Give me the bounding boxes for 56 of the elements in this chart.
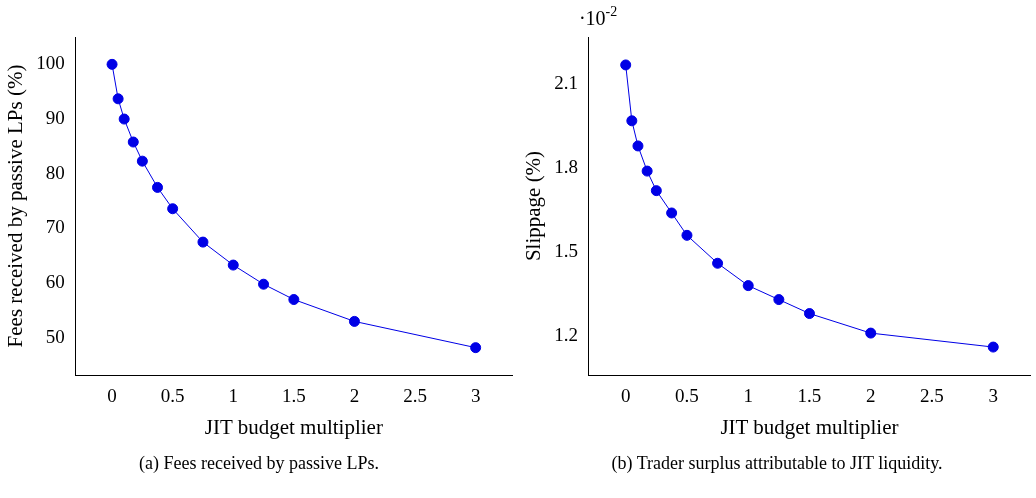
point: [258, 278, 270, 290]
point: [666, 207, 678, 219]
x-tick-label: 1.5: [281, 385, 306, 407]
y-tick-label: 1.5: [554, 240, 578, 262]
y-tick-label: 90: [45, 107, 65, 129]
x-tick-label: 0.5: [160, 385, 185, 407]
x-axis-title: JIT budget multiplier: [720, 414, 899, 439]
x-tick-label: 1: [228, 385, 238, 407]
x-tick-label: 2: [865, 385, 876, 407]
point: [227, 259, 239, 271]
y-tick-label: 70: [45, 216, 65, 238]
x-tick-label: 0: [107, 385, 117, 407]
point: [127, 136, 139, 148]
text: (a) Fees received by passive LPs.: [138, 453, 380, 474]
y-tick-label: 2.1: [554, 72, 578, 94]
point: [712, 257, 724, 269]
point: [152, 181, 164, 193]
point: [742, 280, 754, 292]
x-tick-label: 1: [743, 385, 753, 407]
point: [641, 165, 653, 177]
y-tick-label: 80: [45, 161, 65, 183]
point: [865, 327, 877, 339]
y-tick-label: 1.2: [554, 323, 578, 345]
point: [681, 229, 693, 241]
point: [632, 140, 644, 152]
point: [773, 294, 785, 306]
point: [106, 58, 118, 70]
text: (b) Trader surplus attributable to JIT liquidity.: [610, 453, 944, 474]
point: [650, 185, 662, 197]
y-axis-title: Fees received by passive LPs (%): [3, 64, 28, 348]
point: [470, 342, 482, 354]
x-tick-label: 0.5: [675, 385, 699, 407]
point: [167, 203, 179, 215]
point: [620, 59, 632, 71]
point: [112, 93, 124, 105]
y-axis-title: Slippage (%): [521, 150, 546, 262]
x-tick-label: 2.5: [403, 385, 427, 407]
x-tick-label: 0: [620, 385, 631, 407]
x-tick-label: 3: [988, 385, 998, 407]
point: [626, 115, 638, 127]
x-tick-label: 2: [349, 385, 360, 407]
point: [987, 341, 999, 353]
point: [197, 236, 209, 248]
x-tick-label: 3: [470, 385, 481, 407]
point: [288, 294, 300, 306]
y-tick-label: 60: [45, 271, 65, 293]
point: [118, 113, 130, 125]
x-axis-title: JIT budget multiplier: [204, 414, 383, 439]
x-tick-label: 1.5: [797, 385, 822, 407]
point: [803, 308, 815, 320]
y-tick-label: 50: [45, 325, 65, 347]
x-tick-label: 2.5: [920, 385, 944, 407]
y-tick-label: 1.8: [554, 156, 578, 178]
point: [136, 155, 148, 167]
y-tick-label: 100: [36, 52, 65, 74]
point: [348, 315, 360, 327]
